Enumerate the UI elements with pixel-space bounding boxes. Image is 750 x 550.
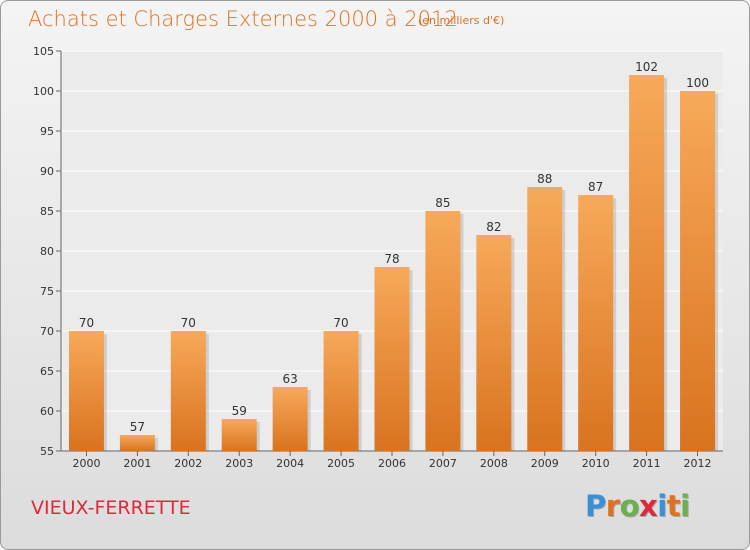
y-tick-label: 60 <box>40 405 54 418</box>
data-label: 63 <box>283 372 298 386</box>
x-tick-label: 2003 <box>225 457 253 470</box>
bar <box>527 187 563 451</box>
data-label: 85 <box>435 196 450 210</box>
data-label: 57 <box>130 420 145 434</box>
bar <box>374 267 410 451</box>
logo-letter: i <box>657 489 667 523</box>
logo-letter: P <box>585 489 606 523</box>
y-tick-label: 70 <box>40 325 54 338</box>
data-label: 87 <box>588 180 603 194</box>
bar <box>68 331 104 451</box>
x-tick-label: 2004 <box>276 457 304 470</box>
data-label: 70 <box>333 316 348 330</box>
bar <box>272 387 308 451</box>
x-tick-label: 2005 <box>327 457 355 470</box>
bar <box>119 435 155 451</box>
bar <box>221 419 257 451</box>
data-label: 59 <box>232 404 247 418</box>
proxiti-logo: Proxiti <box>585 489 690 523</box>
bar <box>476 235 512 451</box>
logo-letter: x <box>639 489 658 523</box>
y-tick-label: 75 <box>40 285 54 298</box>
data-label: 78 <box>384 252 399 266</box>
x-tick-label: 2000 <box>72 457 100 470</box>
y-tick-label: 55 <box>40 445 54 458</box>
chart-subtitle: (en milliers d'€) <box>418 14 505 27</box>
logo-letter: i <box>680 489 690 523</box>
chart-title: Achats et Charges Externes 2000 à 2012 <box>28 7 458 31</box>
x-tick-label: 2012 <box>684 457 712 470</box>
bar <box>578 195 614 451</box>
bar <box>680 91 716 451</box>
data-label: 102 <box>635 60 658 74</box>
x-tick-label: 2006 <box>378 457 406 470</box>
y-tick-label: 90 <box>40 165 54 178</box>
x-tick-label: 2008 <box>480 457 508 470</box>
data-label: 70 <box>181 316 196 330</box>
data-label: 70 <box>79 316 94 330</box>
logo-letter: r <box>605 489 620 523</box>
x-tick-label: 2010 <box>582 457 610 470</box>
bar <box>323 331 359 451</box>
location-name: VIEUX-FERRETTE <box>31 497 191 519</box>
x-tick-label: 2001 <box>123 457 151 470</box>
x-tick-label: 2011 <box>633 457 661 470</box>
y-tick-label: 80 <box>40 245 54 258</box>
logo-letter: t <box>666 489 681 523</box>
y-tick-label: 105 <box>33 45 54 58</box>
y-tick-label: 85 <box>40 205 54 218</box>
data-label: 88 <box>537 172 552 186</box>
data-label: 82 <box>486 220 501 234</box>
bar <box>629 75 665 451</box>
x-tick-label: 2007 <box>429 457 457 470</box>
x-tick-label: 2009 <box>531 457 559 470</box>
y-tick-label: 65 <box>40 365 54 378</box>
x-tick-label: 2002 <box>174 457 202 470</box>
y-tick-label: 95 <box>40 125 54 138</box>
bar <box>425 211 461 451</box>
y-tick-label: 100 <box>33 85 54 98</box>
bar <box>170 331 206 451</box>
logo-letter: o <box>619 489 640 523</box>
data-label: 100 <box>686 76 709 90</box>
